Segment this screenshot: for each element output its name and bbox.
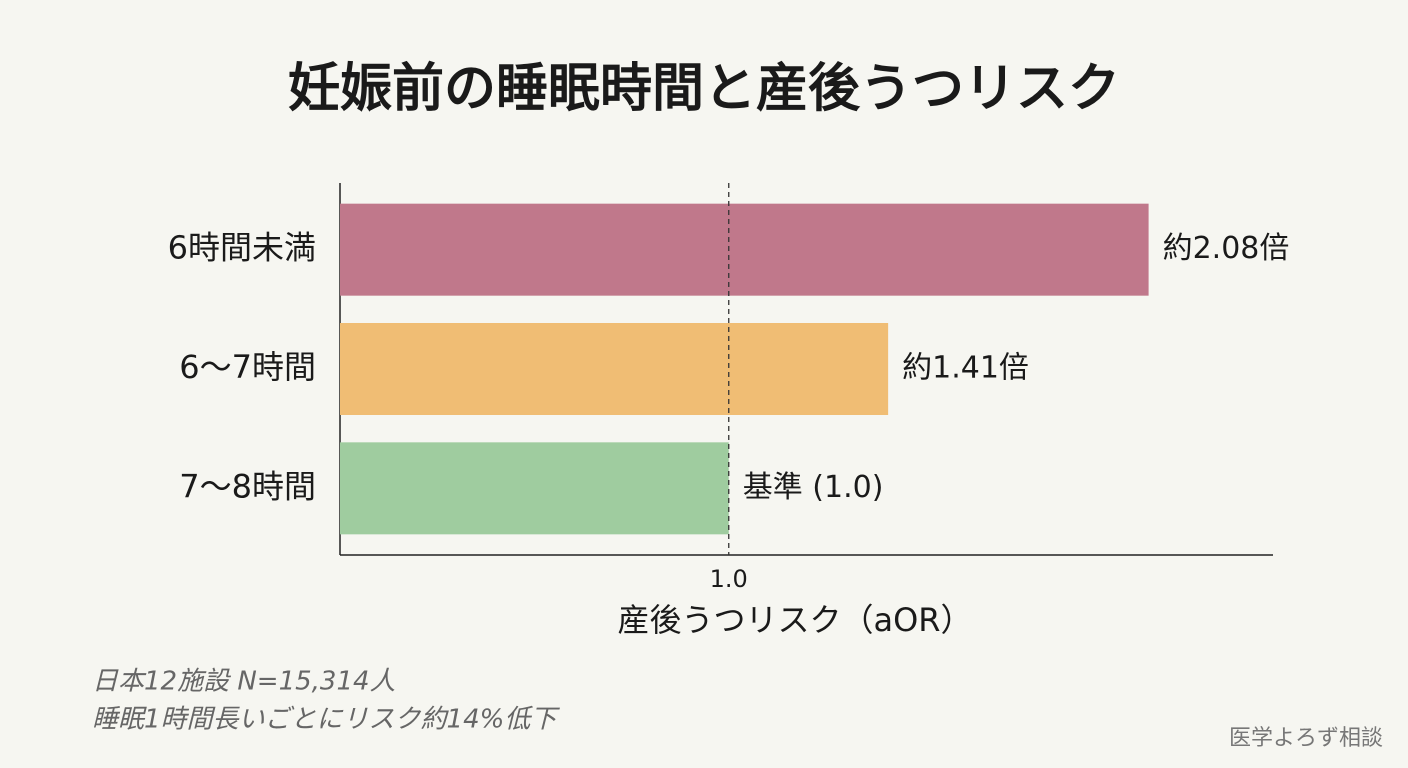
value-label: 約2.08倍 [1163,231,1290,266]
x-tick-label: 1.0 [710,565,748,593]
y-tick-label: 7〜8時間 [179,467,316,505]
y-tick-label: 6〜7時間 [179,348,316,386]
y-tick-label: 6時間未満 [168,229,316,267]
chart-title: 妊娠前の睡眠時間と産後うつリスク [288,59,1120,119]
note: 睡眠1時間長いごとにリスク約14%低下 [92,705,560,735]
bar [340,442,729,535]
credit: 医学よろず相談 [1229,726,1383,751]
value-label: 約1.41倍 [902,351,1029,386]
note: 日本12施設 N=15,314人 [92,667,396,697]
bar [340,323,889,415]
value-label: 基準 (1.0) [743,470,884,505]
x-axis-label: 産後うつリスク（aOR） [617,601,972,639]
bar [340,203,1149,296]
